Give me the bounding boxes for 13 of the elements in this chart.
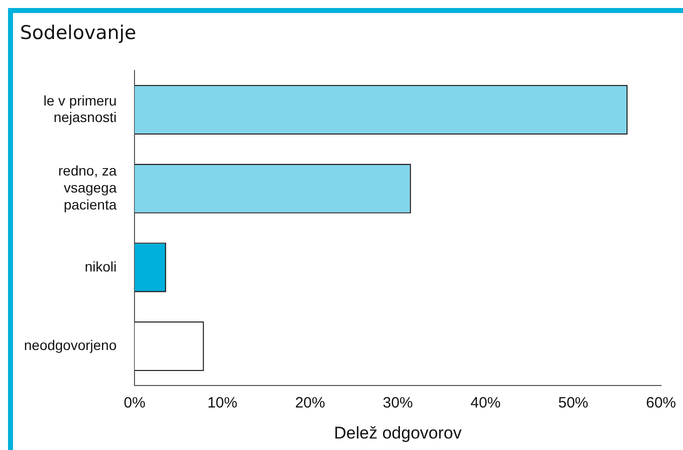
y-tick-label: nikoli xyxy=(84,258,117,274)
x-axis-title: Delež odgovorov xyxy=(334,423,462,442)
x-tick-label: 10% xyxy=(207,394,238,412)
chart-title: Sodelovanje xyxy=(20,22,136,44)
x-tick-label: 50% xyxy=(558,394,588,412)
y-tick-label: redno, za vsagega pacienta xyxy=(58,162,117,212)
x-tick-label: 0% xyxy=(124,394,146,412)
y-tick-label: le v primeru nejasnosti xyxy=(43,92,117,126)
x-tick-label: 40% xyxy=(470,394,501,412)
y-tick-label: neodgovorjeno xyxy=(24,337,117,354)
x-tick-label: 20% xyxy=(295,394,326,412)
x-tick-label: 30% xyxy=(382,394,413,412)
x-tick-label: 60% xyxy=(646,394,676,412)
